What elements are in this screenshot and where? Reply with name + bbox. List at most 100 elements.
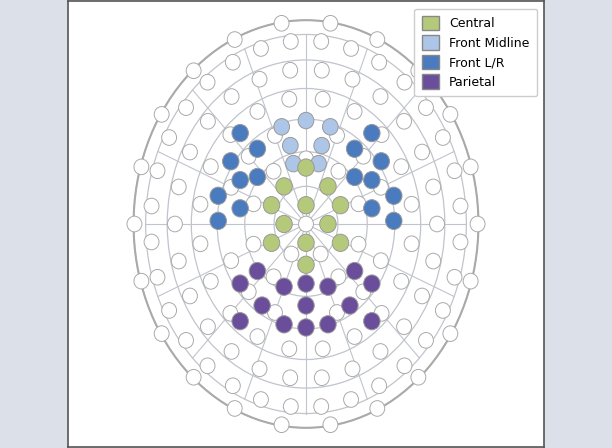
Ellipse shape — [453, 234, 468, 250]
Ellipse shape — [447, 269, 462, 285]
Ellipse shape — [394, 159, 409, 174]
Ellipse shape — [323, 119, 338, 135]
Ellipse shape — [314, 138, 329, 154]
Ellipse shape — [284, 246, 299, 262]
Ellipse shape — [249, 168, 266, 185]
Ellipse shape — [373, 253, 389, 268]
Ellipse shape — [224, 344, 239, 359]
Ellipse shape — [315, 370, 329, 386]
Ellipse shape — [414, 288, 430, 304]
Ellipse shape — [253, 41, 269, 56]
Ellipse shape — [200, 74, 215, 90]
Ellipse shape — [249, 263, 266, 280]
Ellipse shape — [241, 148, 256, 164]
Ellipse shape — [286, 155, 301, 172]
Ellipse shape — [274, 119, 289, 135]
Ellipse shape — [282, 341, 297, 357]
Ellipse shape — [330, 305, 345, 320]
Ellipse shape — [232, 172, 248, 189]
Ellipse shape — [249, 140, 266, 157]
Ellipse shape — [186, 370, 201, 385]
Ellipse shape — [182, 288, 198, 304]
Ellipse shape — [371, 378, 387, 394]
Ellipse shape — [430, 216, 444, 232]
Ellipse shape — [223, 127, 238, 142]
Ellipse shape — [373, 153, 389, 170]
Ellipse shape — [435, 303, 450, 318]
Ellipse shape — [171, 253, 186, 269]
Ellipse shape — [201, 319, 215, 335]
Ellipse shape — [223, 253, 239, 268]
Ellipse shape — [411, 370, 426, 385]
Ellipse shape — [345, 71, 360, 87]
Ellipse shape — [134, 159, 149, 175]
Ellipse shape — [282, 91, 297, 107]
Ellipse shape — [276, 278, 293, 295]
Ellipse shape — [298, 275, 314, 292]
Ellipse shape — [435, 130, 450, 145]
Ellipse shape — [319, 316, 336, 333]
Ellipse shape — [227, 401, 242, 416]
Ellipse shape — [283, 370, 297, 386]
Ellipse shape — [443, 107, 458, 122]
Ellipse shape — [232, 125, 248, 142]
Ellipse shape — [364, 200, 380, 217]
Ellipse shape — [232, 313, 248, 330]
Ellipse shape — [364, 172, 380, 189]
Ellipse shape — [394, 274, 409, 289]
Ellipse shape — [356, 284, 371, 300]
Ellipse shape — [330, 128, 345, 143]
Ellipse shape — [397, 74, 412, 90]
Ellipse shape — [319, 278, 336, 295]
Ellipse shape — [203, 159, 218, 174]
Ellipse shape — [224, 89, 239, 104]
Ellipse shape — [332, 234, 349, 251]
Ellipse shape — [179, 100, 193, 116]
Ellipse shape — [225, 54, 241, 70]
Ellipse shape — [201, 113, 215, 129]
Ellipse shape — [370, 32, 385, 47]
Ellipse shape — [345, 361, 360, 377]
Ellipse shape — [179, 332, 193, 348]
Ellipse shape — [346, 168, 363, 185]
Ellipse shape — [254, 297, 271, 314]
Ellipse shape — [274, 16, 289, 31]
Ellipse shape — [319, 178, 336, 195]
Ellipse shape — [263, 234, 280, 251]
Ellipse shape — [246, 237, 261, 252]
Ellipse shape — [347, 329, 362, 345]
Ellipse shape — [343, 392, 359, 407]
Ellipse shape — [276, 316, 293, 333]
Ellipse shape — [276, 178, 293, 195]
Ellipse shape — [241, 284, 256, 300]
Ellipse shape — [463, 159, 478, 175]
Ellipse shape — [397, 319, 411, 335]
Ellipse shape — [331, 164, 346, 179]
Ellipse shape — [225, 378, 241, 394]
Ellipse shape — [299, 151, 313, 167]
Ellipse shape — [386, 212, 402, 229]
Ellipse shape — [266, 269, 281, 284]
Ellipse shape — [443, 326, 458, 341]
Ellipse shape — [314, 399, 329, 414]
Ellipse shape — [298, 256, 314, 273]
Ellipse shape — [323, 16, 338, 31]
Ellipse shape — [346, 263, 363, 280]
Ellipse shape — [298, 319, 314, 336]
Ellipse shape — [210, 212, 226, 229]
Ellipse shape — [315, 62, 329, 78]
Ellipse shape — [298, 112, 314, 129]
Ellipse shape — [203, 274, 218, 289]
Ellipse shape — [351, 237, 366, 252]
Ellipse shape — [374, 127, 389, 142]
Ellipse shape — [364, 313, 380, 330]
Ellipse shape — [263, 197, 280, 214]
Ellipse shape — [168, 216, 182, 232]
Ellipse shape — [246, 196, 261, 211]
Ellipse shape — [232, 275, 248, 292]
Ellipse shape — [250, 329, 265, 345]
Ellipse shape — [414, 144, 430, 160]
Ellipse shape — [332, 197, 349, 214]
Ellipse shape — [267, 128, 282, 143]
Ellipse shape — [232, 200, 248, 217]
